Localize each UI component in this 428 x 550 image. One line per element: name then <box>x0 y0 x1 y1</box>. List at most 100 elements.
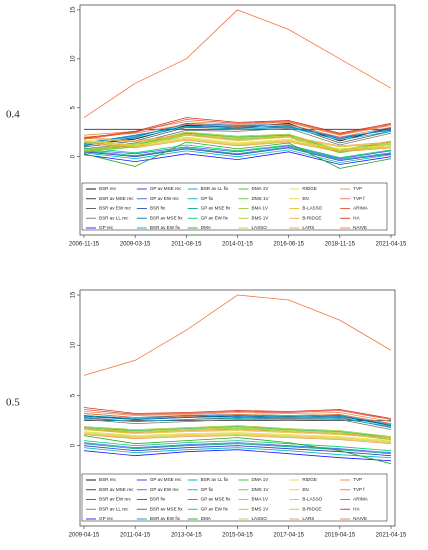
y-tick-label: 10 <box>71 55 77 62</box>
series-line <box>83 138 392 152</box>
legend-label: BMS 1V <box>252 506 270 511</box>
series-line <box>83 133 392 147</box>
series-line <box>83 147 392 162</box>
series-line <box>83 117 392 139</box>
legend-label: GP av EW fix <box>201 215 229 220</box>
series-line <box>83 119 392 140</box>
legend-label: NAIVE <box>353 225 367 230</box>
legend-label: GP av MSE rec <box>150 477 182 482</box>
legend-label: BSR av MSE fix <box>150 506 183 511</box>
panel-label: 0.4 <box>6 109 20 121</box>
x-tick-label: 2013-04-15 <box>171 533 202 539</box>
series-line <box>83 145 392 160</box>
legend-label: B-RIDGE <box>302 215 321 220</box>
y-tick-label: 15 <box>71 6 77 13</box>
legend-label: BSR av MSE fix <box>150 215 183 220</box>
series-line <box>83 416 392 426</box>
y-tick-label: 5 <box>71 105 77 109</box>
series-line <box>83 146 392 161</box>
legend-label: GP av MSE rec <box>150 186 182 191</box>
legend-label: HA <box>353 215 360 220</box>
legend-label: RIDGE <box>302 186 317 191</box>
series-line <box>83 127 392 150</box>
legend-label: GP fix <box>201 487 214 492</box>
series-line <box>83 123 392 138</box>
series-line <box>83 449 392 462</box>
series-line <box>83 419 392 430</box>
series-line <box>83 428 392 438</box>
series-line <box>83 413 392 424</box>
legend-label: TVP f <box>353 196 365 201</box>
legend-label: GP rec <box>99 225 114 230</box>
x-tick-label: 2021-04-15 <box>376 242 407 248</box>
legend-label: B-LASSO <box>302 206 322 211</box>
series-line <box>83 415 392 425</box>
series-line <box>83 123 392 145</box>
series-line <box>83 122 392 147</box>
legend-label: BSR fix <box>150 206 166 211</box>
legend-label: HA <box>353 506 360 511</box>
x-tick-label: 2011-04-15 <box>120 533 151 539</box>
legend-label: B-RIDGE <box>302 506 321 511</box>
x-tick-label: 2016-06-15 <box>273 242 304 248</box>
series-line <box>83 418 392 427</box>
x-tick-label: 2015-04-15 <box>222 533 253 539</box>
legend-label: GP av MSE fix <box>201 206 231 211</box>
series-line <box>83 432 392 442</box>
series-line <box>83 149 392 164</box>
legend-label: BSR av LL fix <box>201 477 229 482</box>
legend-label: BMA 1V <box>252 497 270 502</box>
x-tick-label: 2018-11-15 <box>325 242 356 248</box>
legend-box <box>81 182 388 231</box>
x-tick-label: 2019-04-15 <box>324 533 355 539</box>
legend-label: RIDGE <box>302 477 317 482</box>
legend-label: NAIVE <box>353 516 367 521</box>
series-line <box>83 407 392 419</box>
legend-label: BSR av LL rec <box>99 506 129 511</box>
series-line <box>83 447 392 459</box>
x-tick-label: 2006-11-15 <box>69 242 100 248</box>
legend-label: BSR av EW rec <box>99 497 132 502</box>
series-line <box>83 443 392 455</box>
series-line <box>83 144 392 159</box>
legend-label: BSR av LL rec <box>99 215 129 220</box>
legend-label: TVP <box>353 477 362 482</box>
x-tick-label: 2017-04-15 <box>273 533 304 539</box>
series-line <box>83 429 392 439</box>
legend-label: GP av MSE fix <box>201 497 231 502</box>
legend-label: DMA 1V <box>252 477 270 482</box>
series-line <box>83 433 392 443</box>
series-line <box>83 440 392 452</box>
series-line <box>83 294 392 376</box>
legend-label: DMA <box>201 516 212 521</box>
legend-label: BMS 1V <box>252 215 270 220</box>
x-tick-label: 2014-01-15 <box>222 242 253 248</box>
legend-label: EN <box>302 196 308 201</box>
legend-label: GP av EW rec <box>150 487 180 492</box>
series-line <box>83 431 392 441</box>
legend-label: BSR av MSE rec <box>99 196 134 201</box>
series-line <box>83 425 392 437</box>
y-tick-label: 15 <box>71 291 77 298</box>
legend-label: TVP f <box>353 487 365 492</box>
legend-label: BSR av MSE rec <box>99 487 134 492</box>
legend-label: GP av EW fix <box>201 506 229 511</box>
legend-label: DMA 1V <box>252 186 270 191</box>
series-line <box>83 427 392 439</box>
y-tick-label: 0 <box>71 443 77 447</box>
legend-label: BSR av EW rec <box>99 206 132 211</box>
legend-label: BSR rec <box>99 186 117 191</box>
series-line <box>83 442 392 454</box>
legend-label: BMA 1V <box>252 206 270 211</box>
series-line <box>83 125 392 146</box>
series-line <box>83 141 392 169</box>
legend-label: BSR av EW fix <box>150 516 181 521</box>
legend-box <box>81 473 388 522</box>
legend-label: LASSO <box>252 225 268 230</box>
legend-label: GP rec <box>99 516 114 521</box>
legend-label: ARIMA <box>353 206 368 211</box>
series-line <box>83 134 392 148</box>
x-tick-label: 2009-04-15 <box>69 533 100 539</box>
series-line <box>83 411 392 422</box>
